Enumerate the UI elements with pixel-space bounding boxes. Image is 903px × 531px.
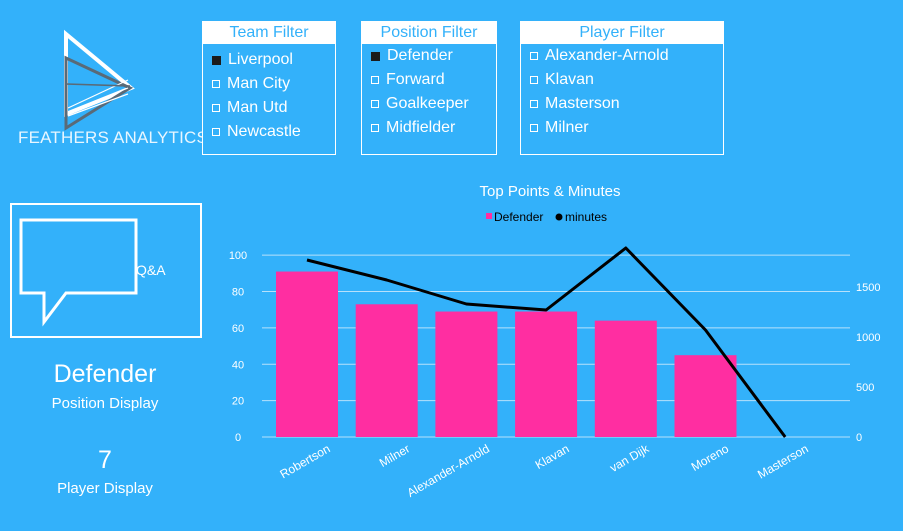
- filter-option-label: Milner: [545, 119, 589, 136]
- y-left-tick-label: 60: [232, 323, 244, 335]
- checkbox-icon[interactable]: [530, 100, 538, 108]
- filter-option-klavan[interactable]: Klavan: [530, 68, 723, 92]
- filter-option-label: Goalkeeper: [386, 95, 469, 112]
- checkbox-icon[interactable]: [530, 76, 538, 84]
- bar-robertson: [276, 271, 338, 437]
- checkbox-icon[interactable]: [212, 104, 220, 112]
- feathers-analytics-logo: [64, 29, 135, 131]
- brand-name: FEATHERS ANALYTICS: [18, 128, 209, 147]
- checkbox-icon[interactable]: [530, 52, 538, 60]
- y-left-tick-label: 20: [232, 396, 244, 408]
- y-left-tick-label: 100: [229, 250, 247, 262]
- top-points-minutes-chart: Top Points & Minutes Defender minutes 0 2…: [229, 183, 881, 500]
- bar-van-dijk: [594, 320, 657, 437]
- checkbox-icon[interactable]: [371, 100, 379, 108]
- team-filter[interactable]: Team Filter Liverpool Man City Man Utd N…: [202, 21, 336, 155]
- x-tick-label: van Dijk: [607, 441, 652, 475]
- bar-milner: [355, 304, 418, 437]
- checkbox-icon[interactable]: [371, 124, 379, 132]
- filter-option-defender[interactable]: Defender: [371, 44, 496, 68]
- bar-moreno: [674, 355, 737, 437]
- player-filter-title: Player Filter: [521, 22, 723, 44]
- filter-option-newcastle[interactable]: Newcastle: [212, 120, 335, 144]
- x-tick-label: Masterson: [755, 441, 811, 481]
- y-right-tick-label: 500: [856, 382, 874, 394]
- filter-option-label: Liverpool: [228, 51, 293, 68]
- filter-option-label: Forward: [386, 71, 445, 88]
- bar-alexander-arnold: [435, 311, 498, 437]
- x-tick-label: Moreno: [689, 441, 732, 474]
- legend-swatch-minutes: [555, 213, 563, 221]
- legend-label-defender: Defender: [494, 210, 543, 224]
- x-tick-label: Alexander-Arnold: [405, 441, 492, 499]
- checkbox-checked-icon[interactable]: [371, 51, 380, 61]
- y-right-tick-label: 0: [856, 432, 862, 444]
- filter-option-label: Masterson: [545, 95, 620, 112]
- checkbox-icon[interactable]: [371, 76, 379, 84]
- filter-option-liverpool[interactable]: Liverpool: [212, 48, 335, 72]
- position-display-label: Position Display: [51, 395, 159, 412]
- chart-legend: Defender minutes: [486, 210, 607, 224]
- x-tick-label: Klavan: [533, 441, 572, 471]
- filter-option-label: Midfielder: [386, 119, 456, 136]
- y-left-tick-label: 80: [232, 287, 244, 299]
- checkbox-icon[interactable]: [530, 124, 538, 132]
- player-display-value: 7: [98, 446, 112, 474]
- qa-label: Q&A: [136, 262, 166, 278]
- filter-option-milner[interactable]: Milner: [530, 116, 723, 140]
- checkbox-icon[interactable]: [212, 80, 220, 88]
- filter-option-masterson[interactable]: Masterson: [530, 92, 723, 116]
- player-filter[interactable]: Player Filter Alexander-Arnold Klavan Ma…: [520, 21, 724, 155]
- filter-option-alexander-arnold[interactable]: Alexander-Arnold: [530, 44, 723, 68]
- filter-option-label: Man City: [227, 75, 291, 92]
- checkbox-icon[interactable]: [212, 128, 220, 136]
- filter-option-label: Defender: [387, 47, 453, 64]
- filter-option-label: Klavan: [545, 71, 594, 88]
- position-filter-title: Position Filter: [362, 22, 496, 44]
- position-display-value: Defender: [53, 360, 157, 388]
- filter-option-midfielder[interactable]: Midfielder: [371, 116, 496, 140]
- filter-option-label: Alexander-Arnold: [545, 47, 669, 64]
- chart-title: Top Points & Minutes: [480, 183, 621, 200]
- checkbox-checked-icon[interactable]: [212, 55, 221, 65]
- legend-swatch-defender: [486, 213, 492, 219]
- legend-label-minutes: minutes: [565, 210, 607, 224]
- y-left-tick-label: 0: [235, 432, 241, 444]
- filter-option-label: Newcastle: [227, 123, 301, 140]
- filter-option-goalkeeper[interactable]: Goalkeeper: [371, 92, 496, 116]
- y-left-tick-label: 40: [232, 359, 244, 371]
- bar-klavan: [515, 311, 578, 437]
- qa-card[interactable]: [10, 203, 202, 338]
- x-tick-label: Milner: [377, 441, 412, 469]
- filter-option-man-city[interactable]: Man City: [212, 72, 335, 96]
- position-filter[interactable]: Position Filter Defender Forward Goalkee…: [361, 21, 497, 155]
- filter-option-label: Man Utd: [227, 99, 288, 116]
- speech-bubble-icon: [19, 218, 138, 327]
- team-filter-title: Team Filter: [203, 22, 335, 44]
- minutes-line: [306, 246, 787, 438]
- y-right-tick-label: 1000: [856, 332, 880, 344]
- filter-option-man-utd[interactable]: Man Utd: [212, 96, 335, 120]
- filter-option-forward[interactable]: Forward: [371, 68, 496, 92]
- player-display-label: Player Display: [57, 480, 153, 497]
- y-right-tick-label: 1500: [856, 282, 880, 294]
- x-tick-label: Robertson: [278, 441, 333, 481]
